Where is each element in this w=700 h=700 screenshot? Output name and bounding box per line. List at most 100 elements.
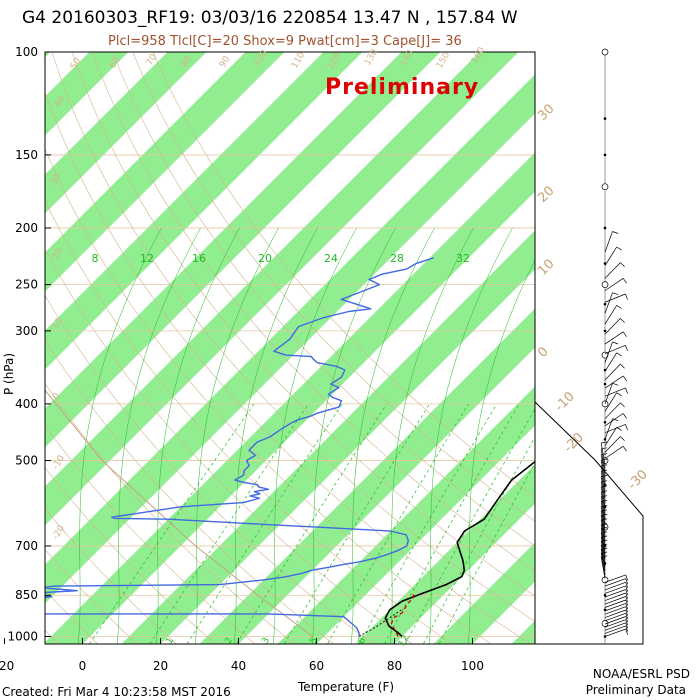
moist-adiabat: [350, 227, 435, 644]
wind-barb: [600, 442, 606, 465]
dry-adiabat-label: 0: [51, 391, 63, 401]
wind-barb: [604, 592, 626, 601]
wind-barb-feather: [616, 427, 622, 431]
skewed-isotherm-label: 0: [535, 344, 551, 360]
mixing-ratio-line: [326, 403, 469, 644]
wind-barb-feather: [622, 375, 627, 382]
isotherm-band: [511, 620, 535, 644]
mixing-ratio-line: [422, 436, 535, 644]
wind-barb-feather: [612, 231, 619, 234]
moist-adiabat: [311, 227, 396, 644]
wind-barb-feather: [616, 246, 622, 251]
wind-barb-feather: [601, 475, 608, 477]
preliminary-watermark: Preliminary: [325, 75, 479, 100]
skewed-isotherm-label: -30: [625, 467, 651, 493]
mixing-ratio-label: 1: [165, 636, 177, 646]
wind-barb-feather: [601, 551, 608, 554]
wind-barb: [600, 532, 606, 555]
wind-barb: [604, 596, 626, 605]
wind-barb-feather: [601, 469, 608, 472]
dry-adiabat: [0, 52, 24, 649]
skewed-isotherm-label: 20: [535, 184, 557, 206]
y-tick-label: 100: [15, 45, 38, 59]
wind-barb: [600, 471, 606, 493]
mixing-ratio-label: 5: [309, 636, 321, 646]
x-tick-label: 60: [309, 659, 324, 673]
skewed-isotherm-label: 10: [535, 257, 557, 279]
wind-barb-feather: [625, 589, 629, 596]
wind-level-dot: [603, 302, 607, 306]
mixing-ratio-label: 3: [261, 636, 273, 646]
x-tick-label: 80: [387, 659, 402, 673]
mixing-ratio-line: [149, 403, 309, 644]
wind-barb-feather: [622, 278, 627, 284]
wind-barb: [600, 510, 606, 533]
wind-level-dot: [603, 593, 607, 597]
wind-barb: [604, 341, 613, 363]
mixing-ratio-line: [186, 403, 343, 644]
dry-adiabat: [45, 147, 492, 644]
wind-barb: [604, 625, 626, 634]
isotherm-band: [45, 52, 207, 214]
wind-barb-feather: [625, 578, 629, 585]
isotherm-band: [45, 52, 441, 448]
dry-adiabat: [112, 52, 535, 547]
wind-level-dot: [603, 329, 607, 333]
wind-barb-feather: [612, 418, 619, 422]
wind-barb-feather: [625, 613, 629, 620]
wind-barb: [604, 606, 626, 615]
wind-barb-feather: [625, 345, 628, 351]
surface-mixing-ratio-line: [358, 609, 402, 637]
wind-barb-feather: [601, 500, 608, 502]
wind-barb-feather: [616, 392, 622, 397]
wind-barb-feather: [601, 504, 608, 507]
wind-barb-feather: [622, 413, 627, 419]
y-tick-label: 500: [15, 454, 38, 468]
wind-barb: [600, 465, 606, 488]
wind-barb: [604, 383, 613, 405]
x-tick-label: 0: [79, 659, 87, 673]
wind-barb-feather: [625, 574, 629, 581]
mixing-ratio-line: [89, 403, 255, 644]
y-tick-label: 700: [15, 539, 38, 553]
wind-level-circle: [601, 48, 609, 56]
wind-barb: [604, 231, 613, 253]
wind-barb: [604, 424, 626, 433]
dry-adiabat: [45, 425, 256, 644]
wind-barb: [604, 352, 617, 372]
wind-barb: [604, 619, 626, 628]
wind-barb: [604, 578, 626, 587]
wind-barb-feather: [625, 625, 629, 632]
wind-level-circle: [601, 281, 609, 288]
wind-barb-feather: [616, 305, 622, 309]
isotherm-band-label: 28: [390, 252, 404, 265]
wind-barb-feather: [601, 555, 608, 558]
credit-line-1: NOAA/ESRL PSD: [592, 667, 690, 681]
dry-adiabat: [45, 467, 217, 644]
wind-barb-feather: [625, 582, 629, 589]
wind-barb-feather: [625, 387, 628, 394]
isotherm-band: [433, 542, 535, 644]
dry-adiabat: [45, 339, 335, 644]
isotherm-band-label: 32: [456, 252, 470, 265]
wind-barb-feather: [601, 490, 608, 493]
wind-barb-feather: [625, 424, 628, 431]
wind-barb-feather: [601, 480, 608, 483]
wind-barb-feather: [601, 531, 608, 534]
wind-barb-feather: [601, 539, 608, 542]
wind-barb-feather: [612, 292, 619, 296]
wind-barb: [600, 476, 606, 499]
wind-level-dot: [603, 117, 607, 120]
x-tick-label: 100: [461, 659, 484, 673]
wind-barb-feather: [620, 402, 625, 408]
wind-barb-feather: [620, 363, 625, 369]
wind-barb-feather: [601, 485, 608, 488]
wind-barb: [600, 524, 606, 547]
wind-barb: [600, 541, 606, 563]
wind-barb: [600, 519, 606, 542]
isotherm-band: [45, 52, 285, 292]
mixing-ratio-line: [283, 403, 430, 644]
dry-adiabat: [45, 294, 374, 644]
wind-barb: [600, 486, 606, 509]
